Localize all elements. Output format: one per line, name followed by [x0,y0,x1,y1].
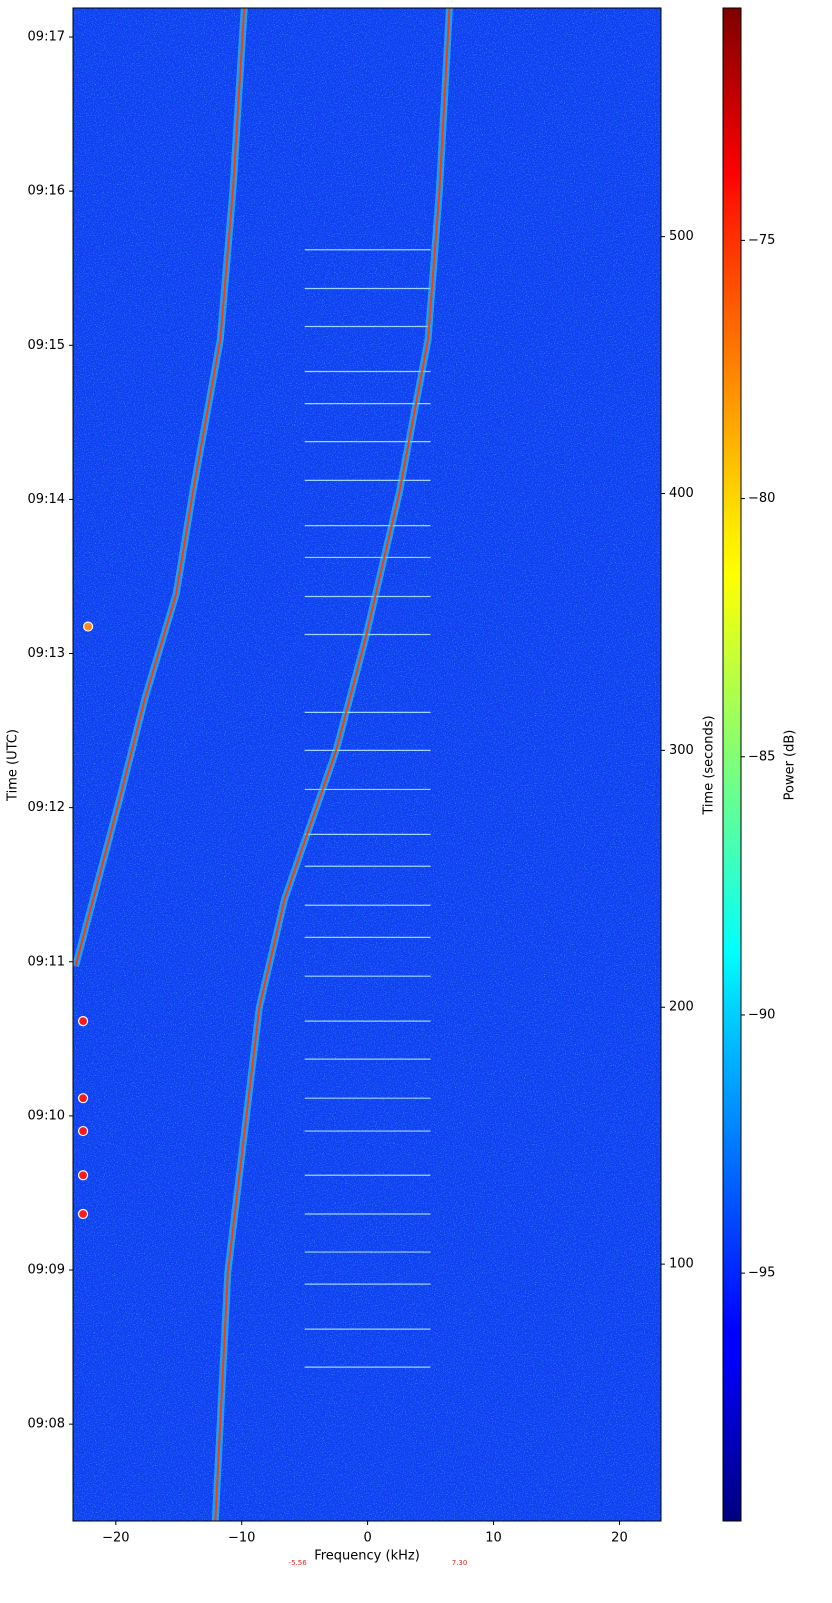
marker [77,1125,89,1137]
colorbar-label: Power (dB) [783,730,798,801]
colorbar [722,7,742,1522]
frequency-annotation: -5.56 [289,1559,308,1567]
x-tick-label: −10 [228,1531,255,1546]
spectrogram-noise [73,8,661,1521]
y2-tick-label: 200 [669,1000,694,1015]
y-tick-label: 09:12 [28,800,65,815]
y-tick-label: 09:13 [28,646,65,661]
y-tick-label: 09:11 [28,954,65,969]
y-tick-label: 09:15 [28,338,65,353]
y2-axis-label: Time (seconds) [702,715,717,815]
colorbar-tick-label: −75 [748,233,775,248]
y-tick-label: 09:09 [28,1263,65,1278]
marker [77,1208,89,1220]
y-axis-label: Time (UTC) [6,729,21,802]
track [74,8,246,967]
y-tick-label: 09:10 [28,1108,65,1123]
y2-tick-label: 500 [669,229,694,244]
x-tick-label: 10 [485,1531,502,1546]
x-tick-label: 0 [363,1531,371,1546]
y-tick-label: 09:17 [28,30,65,45]
plot-layer [73,8,453,1521]
y2-tick-label: 100 [669,1257,694,1272]
marker [77,1093,89,1104]
plot-frame [72,7,662,1522]
track [214,8,451,1521]
colorbar-tick-label: −90 [748,1007,775,1022]
y-tick-label: 09:16 [28,184,65,199]
frequency-annotation: 7.30 [452,1559,468,1567]
marker [77,1170,89,1181]
x-tick-label: −20 [102,1531,129,1546]
y-tick-label: 09:08 [28,1417,65,1432]
x-axis-label: Frequency (kHz) [314,1549,420,1564]
colorbar-tick-label: −95 [748,1266,775,1281]
colorbar-tick-label: −85 [748,749,775,764]
x-tick-label: 20 [611,1531,628,1546]
y-tick-label: 09:14 [28,492,65,507]
y2-tick-label: 300 [669,743,694,758]
y2-tick-label: 400 [669,486,694,501]
marker [77,1016,89,1027]
colorbar-tick-label: −80 [748,491,775,506]
marker [83,621,94,632]
